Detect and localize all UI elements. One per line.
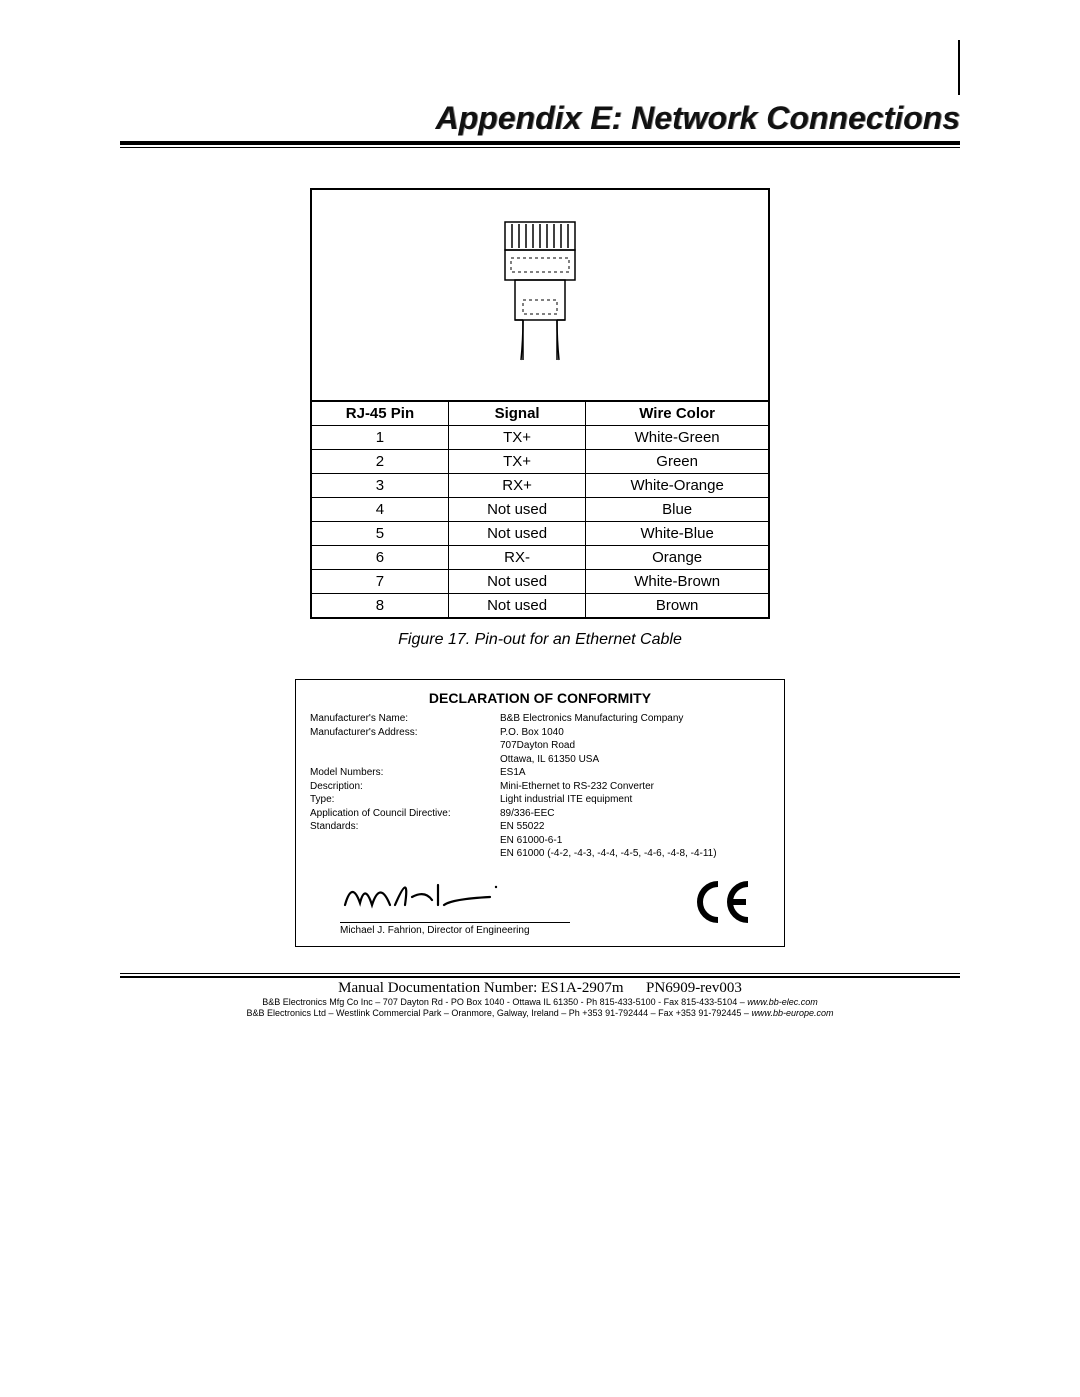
table-row: 3RX+White-Orange [311, 474, 769, 498]
table-row: 1TX+White-Green [311, 426, 769, 450]
pinout-table: RJ-45 Pin Signal Wire Color 1TX+White-Gr… [310, 400, 770, 619]
table-row: 5Not usedWhite-Blue [311, 522, 769, 546]
ce-mark-icon [694, 880, 754, 934]
table-cell: Not used [448, 498, 585, 522]
doc-label [310, 753, 500, 767]
doc-value: B&B Electronics Manufacturing Company [500, 712, 770, 726]
footer-rule-thick [120, 976, 960, 978]
doc-value: EN 55022 [500, 820, 770, 834]
table-cell: 3 [311, 474, 448, 498]
doc-label: Model Numbers: [310, 766, 500, 780]
table-cell: 8 [311, 594, 448, 619]
table-cell: White-Blue [586, 522, 769, 546]
doc-label: Manufacturer's Name: [310, 712, 500, 726]
table-cell: TX+ [448, 426, 585, 450]
table-cell: Not used [448, 522, 585, 546]
page: Appendix E: Network Connections [0, 0, 1080, 1397]
doc-label: Description: [310, 780, 500, 794]
pinout-figure: RJ-45 Pin Signal Wire Color 1TX+White-Gr… [310, 188, 770, 619]
page-footer: Manual Documentation Number: ES1A-2907m … [120, 973, 960, 1020]
doc-label: Manufacturer's Address: [310, 726, 500, 740]
doc-title: DECLARATION OF CONFORMITY [310, 690, 770, 706]
doc-row: Standards:EN 55022 [310, 820, 770, 834]
table-row: 7Not usedWhite-Brown [311, 570, 769, 594]
table-row: 4Not usedBlue [311, 498, 769, 522]
doc-value: ES1A [500, 766, 770, 780]
table-cell: Orange [586, 546, 769, 570]
doc-label: Application of Council Directive: [310, 807, 500, 821]
table-cell: 7 [311, 570, 448, 594]
doc-row: Application of Council Directive:89/336-… [310, 807, 770, 821]
table-row: 6RX-Orange [311, 546, 769, 570]
rj45-connector-diagram [310, 188, 770, 400]
col-header: Wire Color [586, 401, 769, 426]
doc-value: EN 61000 (-4-2, -4-3, -4-4, -4-5, -4-6, … [500, 847, 770, 861]
table-cell: Not used [448, 570, 585, 594]
doc-value: 89/336-EEC [500, 807, 770, 821]
footer-address-1: B&B Electronics Mfg Co Inc – 707 Dayton … [120, 997, 960, 1009]
footer-doc-number: Manual Documentation Number: ES1A-2907m [338, 980, 623, 996]
table-header-row: RJ-45 Pin Signal Wire Color [311, 401, 769, 426]
header-rule [958, 40, 960, 95]
doc-row: EN 61000 (-4-2, -4-3, -4-4, -4-5, -4-6, … [310, 847, 770, 861]
table-cell: Blue [586, 498, 769, 522]
table-cell: Brown [586, 594, 769, 619]
footer-rule-thin [120, 973, 960, 974]
table-cell: RX- [448, 546, 585, 570]
doc-row: Manufacturer's Address:P.O. Box 1040 [310, 726, 770, 740]
table-row: 8Not usedBrown [311, 594, 769, 619]
doc-value: Ottawa, IL 61350 USA [500, 753, 770, 767]
footer-main-line: Manual Documentation Number: ES1A-2907m … [120, 980, 960, 997]
doc-label [310, 834, 500, 848]
table-cell: 2 [311, 450, 448, 474]
table-cell: 1 [311, 426, 448, 450]
table-cell: 5 [311, 522, 448, 546]
table-row: 2TX+Green [311, 450, 769, 474]
doc-row: Ottawa, IL 61350 USA [310, 753, 770, 767]
table-cell: RX+ [448, 474, 585, 498]
table-cell: 6 [311, 546, 448, 570]
doc-value: 707Dayton Road [500, 739, 770, 753]
doc-row: Model Numbers:ES1A [310, 766, 770, 780]
table-cell: Not used [448, 594, 585, 619]
doc-label: Standards: [310, 820, 500, 834]
footer-pn: PN6909-rev003 [646, 980, 742, 996]
table-cell: Green [586, 450, 769, 474]
doc-row: Type:Light industrial ITE equipment [310, 793, 770, 807]
doc-label [310, 739, 500, 753]
signature-icon [340, 875, 510, 915]
doc-value: Light industrial ITE equipment [500, 793, 770, 807]
declaration-of-conformity: DECLARATION OF CONFORMITY Manufacturer's… [295, 679, 785, 947]
table-cell: 4 [311, 498, 448, 522]
doc-row: Manufacturer's Name:B&B Electronics Manu… [310, 712, 770, 726]
table-cell: White-Green [586, 426, 769, 450]
page-title: Appendix E: Network Connections [120, 100, 960, 137]
doc-row: Description:Mini-Ethernet to RS-232 Conv… [310, 780, 770, 794]
signature-line [340, 922, 570, 923]
doc-row: 707Dayton Road [310, 739, 770, 753]
doc-row: EN 61000-6-1 [310, 834, 770, 848]
table-cell: TX+ [448, 450, 585, 474]
figure-caption: Figure 17. Pin-out for an Ethernet Cable [120, 631, 960, 649]
doc-value: EN 61000-6-1 [500, 834, 770, 848]
col-header: RJ-45 Pin [311, 401, 448, 426]
doc-value: Mini-Ethernet to RS-232 Converter [500, 780, 770, 794]
rj45-icon [495, 220, 585, 370]
doc-label [310, 847, 500, 861]
doc-label: Type: [310, 793, 500, 807]
title-underline-thin [120, 147, 960, 148]
table-cell: White-Brown [586, 570, 769, 594]
footer-address-2: B&B Electronics Ltd – Westlink Commercia… [120, 1008, 960, 1020]
title-underline-thick [120, 141, 960, 145]
doc-value: P.O. Box 1040 [500, 726, 770, 740]
col-header: Signal [448, 401, 585, 426]
table-cell: White-Orange [586, 474, 769, 498]
